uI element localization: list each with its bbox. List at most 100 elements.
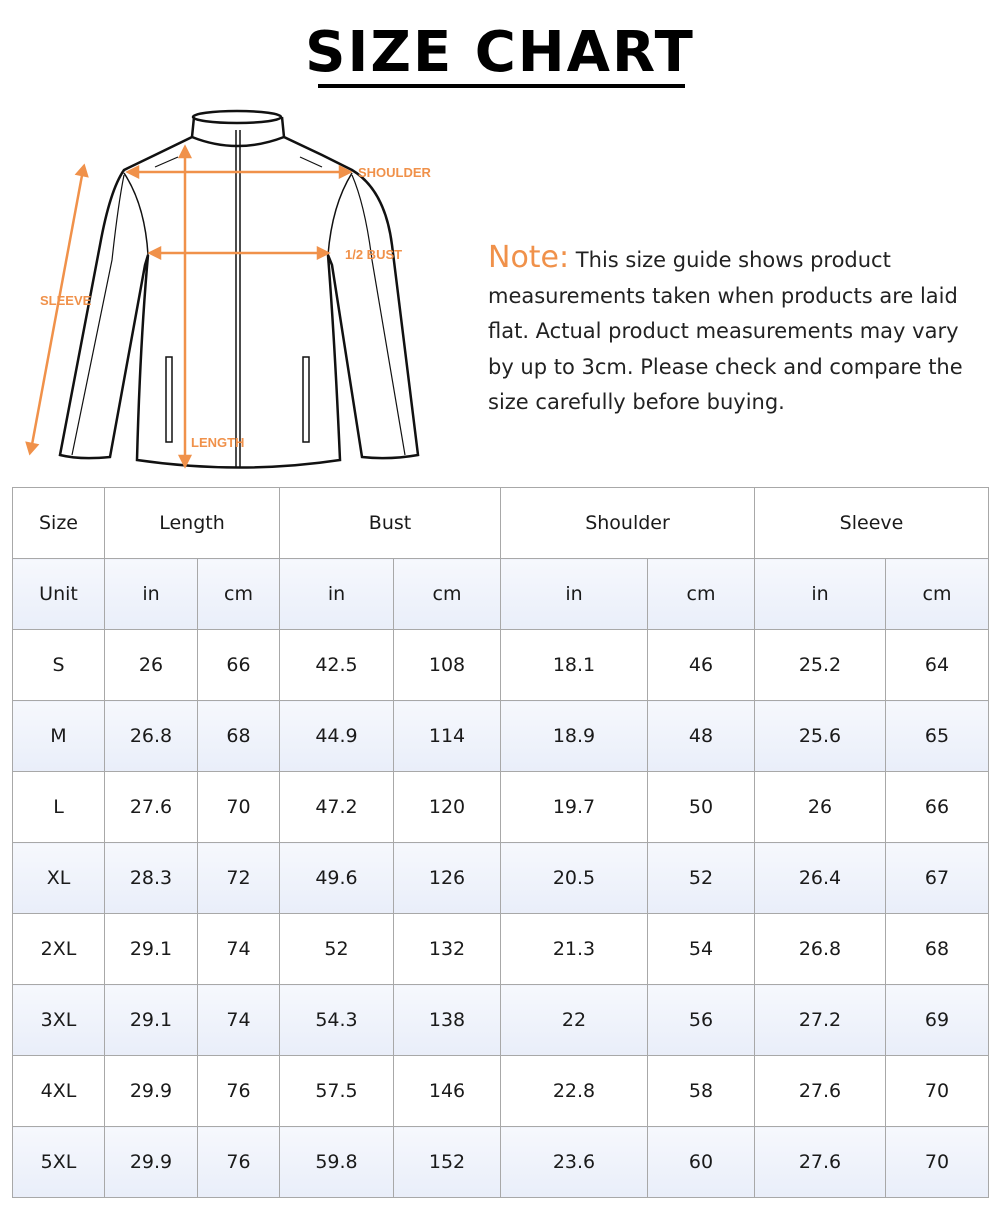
header-row: Size Length Bust Shoulder Sleeve (12, 487, 989, 559)
value-cell: 27.2 (754, 984, 886, 1056)
value-cell: 29.9 (104, 1126, 198, 1198)
size-cell: 5XL (12, 1126, 105, 1198)
size-cell: XL (12, 842, 105, 914)
sleeve-label: SLEEVE (40, 293, 92, 308)
length-label: LENGTH (191, 435, 244, 450)
value-cell: 76 (197, 1055, 280, 1127)
value-cell: 152 (393, 1126, 501, 1198)
value-cell: 22.8 (500, 1055, 648, 1127)
value-cell: 66 (197, 629, 280, 701)
title-underline (318, 84, 685, 88)
table-row: L 27.6 70 47.2 120 19.7 50 26 66 (12, 771, 989, 843)
value-cell: 29.1 (104, 984, 198, 1056)
value-cell: 52 (279, 913, 394, 985)
value-cell: 66 (885, 771, 989, 843)
note-text: This size guide shows product measuremen… (488, 248, 963, 414)
value-cell: 120 (393, 771, 501, 843)
value-cell: 21.3 (500, 913, 648, 985)
unit-cell: Unit (12, 558, 105, 630)
value-cell: 50 (647, 771, 755, 843)
value-cell: 70 (197, 771, 280, 843)
table-row: 4XL 29.9 76 57.5 146 22.8 58 27.6 70 (12, 1055, 989, 1127)
value-cell: 52 (647, 842, 755, 914)
value-cell: 57.5 (279, 1055, 394, 1127)
unit-cell: in (279, 558, 394, 630)
size-cell: 3XL (12, 984, 105, 1056)
value-cell: 138 (393, 984, 501, 1056)
value-cell: 59.8 (279, 1126, 394, 1198)
value-cell: 20.5 (500, 842, 648, 914)
value-cell: 44.9 (279, 700, 394, 772)
value-cell: 22 (500, 984, 648, 1056)
value-cell: 25.6 (754, 700, 886, 772)
table-row: S 26 66 42.5 108 18.1 46 25.2 64 (12, 629, 989, 701)
value-cell: 146 (393, 1055, 501, 1127)
value-cell: 65 (885, 700, 989, 772)
unit-cell: cm (647, 558, 755, 630)
value-cell: 74 (197, 913, 280, 985)
value-cell: 69 (885, 984, 989, 1056)
size-cell: 2XL (12, 913, 105, 985)
jacket-outline (58, 109, 420, 469)
value-cell: 23.6 (500, 1126, 648, 1198)
value-cell: 26.4 (754, 842, 886, 914)
size-cell: M (12, 700, 105, 772)
value-cell: 18.1 (500, 629, 648, 701)
table-row: 5XL 29.9 76 59.8 152 23.6 60 27.6 70 (12, 1126, 989, 1198)
value-cell: 76 (197, 1126, 280, 1198)
header-cell: Shoulder (500, 487, 755, 559)
value-cell: 26.8 (104, 700, 198, 772)
value-cell: 26.8 (754, 913, 886, 985)
size-cell: 4XL (12, 1055, 105, 1127)
value-cell: 42.5 (279, 629, 394, 701)
note-label: Note: (488, 240, 570, 275)
value-cell: 67 (885, 842, 989, 914)
shoulder-label: SHOULDER (358, 165, 432, 180)
header-cell: Length (104, 487, 280, 559)
unit-cell: cm (197, 558, 280, 630)
value-cell: 114 (393, 700, 501, 772)
value-cell: 27.6 (754, 1055, 886, 1127)
value-cell: 58 (647, 1055, 755, 1127)
page-title: SIZE CHART (305, 20, 695, 85)
zipper (165, 130, 310, 468)
value-cell: 49.6 (279, 842, 394, 914)
header-cell: Bust (279, 487, 501, 559)
jacket-diagram: SHOULDER 1/2 BUST SLEEVE LENGTH (25, 109, 432, 469)
value-cell: 70 (885, 1055, 989, 1127)
value-cell: 60 (647, 1126, 755, 1198)
unit-cell: in (104, 558, 198, 630)
value-cell: 27.6 (754, 1126, 886, 1198)
value-cell: 132 (393, 913, 501, 985)
size-cell: S (12, 629, 105, 701)
size-cell: L (12, 771, 105, 843)
value-cell: 29.1 (104, 913, 198, 985)
unit-cell: in (500, 558, 648, 630)
value-cell: 108 (393, 629, 501, 701)
size-table: Size Length Bust Shoulder Sleeve Unit in c… (12, 487, 989, 1198)
value-cell: 18.9 (500, 700, 648, 772)
value-cell: 46 (647, 629, 755, 701)
value-cell: 27.6 (104, 771, 198, 843)
bust-label: 1/2 BUST (345, 247, 402, 262)
value-cell: 70 (885, 1126, 989, 1198)
value-cell: 74 (197, 984, 280, 1056)
unit-cell: cm (393, 558, 501, 630)
unit-cell: in (754, 558, 886, 630)
table-row: 3XL 29.1 74 54.3 138 22 56 27.2 69 (12, 984, 989, 1056)
value-cell: 54 (647, 913, 755, 985)
value-cell: 26 (104, 629, 198, 701)
table-row: M 26.8 68 44.9 114 18.9 48 25.6 65 (12, 700, 989, 772)
value-cell: 19.7 (500, 771, 648, 843)
value-cell: 48 (647, 700, 755, 772)
header-cell: Size (12, 487, 105, 559)
table-row: XL 28.3 72 49.6 126 20.5 52 26.4 67 (12, 842, 989, 914)
value-cell: 126 (393, 842, 501, 914)
value-cell: 56 (647, 984, 755, 1056)
value-cell: 68 (885, 913, 989, 985)
value-cell: 26 (754, 771, 886, 843)
value-cell: 72 (197, 842, 280, 914)
value-cell: 47.2 (279, 771, 394, 843)
table-row: 2XL 29.1 74 52 132 21.3 54 26.8 68 (12, 913, 989, 985)
value-cell: 29.9 (104, 1055, 198, 1127)
